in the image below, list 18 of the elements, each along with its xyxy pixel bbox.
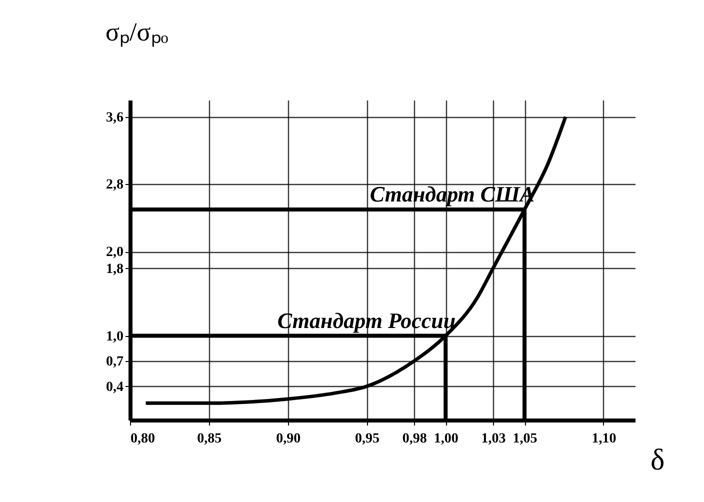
y-tick-label: 1,8: [106, 262, 124, 277]
x-tick-label: 0,95: [354, 432, 380, 446]
y-tick-label: 3,6: [106, 110, 124, 126]
y-tick-label: 1,0: [106, 329, 124, 344]
x-tick-label: 1,03: [481, 432, 506, 446]
y-tick-label: 2,0: [106, 245, 124, 260]
x-tick-label: 1,00: [434, 432, 458, 446]
y-tick-label: 0,7: [106, 354, 124, 370]
x-tick-label: 0,85: [197, 432, 222, 446]
y-tick-label: 2,8: [106, 178, 124, 193]
x-tick-label: 0,90: [276, 432, 301, 446]
x-tick-label: 1,05: [512, 432, 538, 446]
y-axis-title: σₚ/σₚₒ: [106, 18, 169, 48]
x-axis-title: δ: [650, 444, 665, 476]
x-tick-label: 1,10: [592, 432, 616, 446]
x-tick-label: 0,80: [130, 432, 155, 446]
y-tick-label: 0,4: [106, 380, 124, 395]
x-tick-label: 0,98: [402, 432, 427, 446]
